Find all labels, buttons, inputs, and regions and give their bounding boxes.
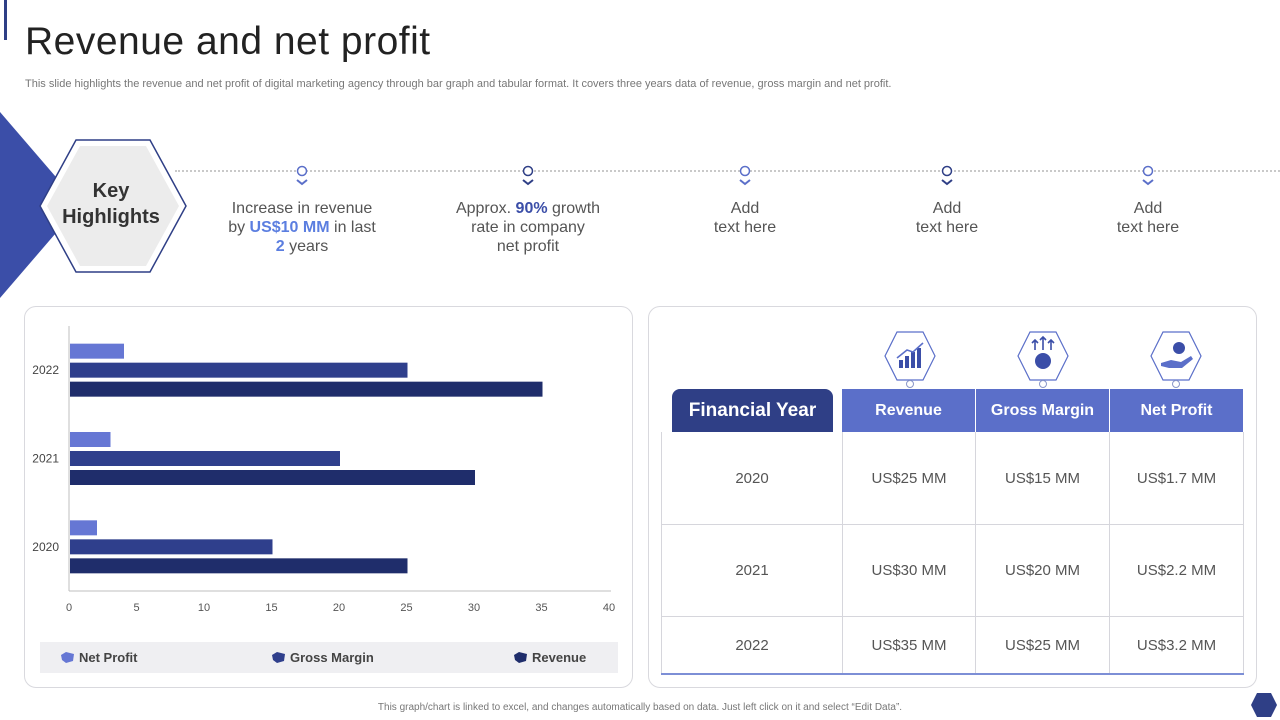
bar-revenue-2022	[70, 381, 543, 397]
x-tick-label: 35	[535, 602, 547, 614]
x-tick-label: 20	[333, 602, 345, 614]
x-tick-label: 15	[265, 602, 277, 614]
bar-revenue-2020	[70, 558, 408, 574]
chart-legend: Net Profit Gross Margin Revenue	[40, 642, 618, 673]
highlight-value: 90%	[515, 200, 548, 217]
pin-icon	[296, 165, 308, 186]
table-border	[661, 432, 662, 674]
table-bottom-rule	[661, 673, 1244, 675]
highlight-item-1: Increase in revenue by US$10 MM in last …	[207, 165, 397, 256]
bar-net-profit-2022	[70, 343, 124, 359]
bar-gross-margin-2020	[70, 539, 273, 555]
bar-gross-margin-2022	[70, 362, 408, 378]
x-tick-label: 40	[603, 602, 615, 614]
col-header-revenue: Revenue	[842, 389, 976, 432]
legend-swatch-icon	[272, 652, 285, 663]
growth-chart-icon	[884, 331, 936, 381]
x-tick-label: 5	[133, 602, 139, 614]
financial-year-header: Financial Year	[672, 389, 833, 432]
key-highlights-hexagon	[39, 139, 187, 273]
highlight-item-3: Add text here	[650, 165, 840, 237]
page-title: Revenue and net profit	[25, 20, 431, 63]
table-cell: US$25 MM	[843, 432, 976, 525]
pin-icon	[1142, 165, 1154, 186]
pin-icon	[941, 165, 953, 186]
bar-revenue-2021	[70, 470, 475, 485]
page-subtitle: This slide highlights the revenue and ne…	[25, 78, 892, 90]
corner-hexagon-icon	[1251, 693, 1277, 717]
legend-gross-margin: Gross Margin	[271, 650, 374, 665]
highlight-item-4: Add text here	[852, 165, 1042, 237]
x-tick-label: 30	[468, 602, 480, 614]
key-highlights-label: Key Highlights	[62, 180, 160, 228]
money-arrows-icon	[1017, 331, 1069, 381]
highlight-value: 2	[275, 238, 285, 255]
col-header-gross-margin: Gross Margin	[976, 389, 1110, 432]
table-cell-year: 2020	[662, 432, 843, 525]
table-panel	[648, 306, 1257, 688]
highlight-item-2: Approx. 90% growth rate in company net p…	[433, 165, 623, 256]
connector-dot	[906, 380, 914, 388]
y-category-label: 2022	[32, 363, 59, 377]
pin-icon	[522, 165, 534, 186]
table-cell: US$20 MM	[976, 525, 1110, 617]
highlight-value: US$10 MM	[249, 219, 330, 236]
table-cell: US$25 MM	[976, 617, 1110, 673]
x-tick-label: 0	[66, 602, 72, 614]
y-category-label: 2020	[32, 540, 59, 554]
legend-net-profit: Net Profit	[60, 650, 138, 665]
pin-icon	[739, 165, 751, 186]
highlight-item-5: Add text here	[1053, 165, 1243, 237]
connector-dot	[1039, 380, 1047, 388]
table-cell: US$1.7 MM	[1110, 432, 1244, 525]
accent-bar	[4, 0, 7, 40]
table-cell-year: 2021	[662, 525, 843, 617]
bar-gross-margin-2021	[70, 451, 340, 466]
table-cell-year: 2022	[662, 617, 843, 673]
legend-swatch-icon	[61, 652, 74, 663]
highlights-timeline	[175, 170, 1280, 172]
table-cell: US$2.2 MM	[1110, 525, 1244, 617]
x-tick-label: 10	[198, 602, 210, 614]
bar-net-profit-2021	[70, 432, 111, 447]
money-hand-icon	[1150, 331, 1202, 381]
y-category-label: 2021	[32, 452, 59, 466]
table-cell: US$15 MM	[976, 432, 1110, 525]
legend-swatch-icon	[514, 652, 527, 663]
connector-dot	[1172, 380, 1180, 388]
col-header-net-profit: Net Profit	[1110, 389, 1244, 432]
table-cell: US$30 MM	[843, 525, 976, 617]
footer-note: This graph/chart is linked to excel, and…	[377, 702, 903, 713]
table-cell: US$3.2 MM	[1110, 617, 1244, 673]
bar-net-profit-2020	[70, 520, 97, 536]
x-tick-label: 25	[400, 602, 412, 614]
table-cell: US$35 MM	[843, 617, 976, 673]
legend-revenue: Revenue	[513, 650, 586, 665]
bar-chart: 0 5 10 15 20 25 30 35 40 2020 2021 2022	[32, 326, 615, 614]
